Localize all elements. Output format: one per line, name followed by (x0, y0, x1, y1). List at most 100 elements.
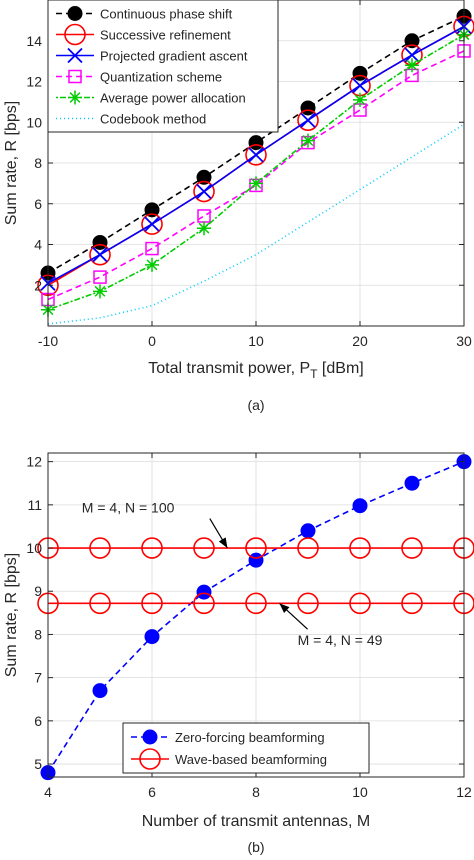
legend-item: Successive refinement (56, 23, 231, 46)
data-point (144, 629, 160, 645)
data-point (349, 592, 371, 615)
y-tick-label: 2 (34, 277, 42, 293)
data-point (248, 147, 264, 163)
x-tick-label: 10 (352, 784, 368, 800)
data-point (301, 133, 315, 148)
data-point (248, 135, 264, 151)
legend-item: Codebook method (56, 112, 206, 127)
data-point (93, 270, 107, 284)
data-point (401, 592, 423, 615)
data-point (92, 234, 108, 250)
data-point (300, 523, 316, 539)
y-tick-label: 6 (34, 713, 42, 729)
legend-label: Continuous phase shift (100, 7, 233, 22)
y-tick-label: 12 (26, 74, 42, 90)
data-point (196, 584, 212, 600)
data-point (89, 592, 111, 615)
data-point (297, 537, 319, 559)
legend-a: Continuous phase shift Successive refinem… (47, 0, 279, 133)
legend-label: Quantization scheme (100, 70, 222, 85)
y-axis-label-b: Sum rate, R [bps] (3, 553, 20, 678)
x-tick-label: 4 (44, 784, 52, 800)
x-tick-label: 6 (148, 784, 156, 800)
data-point (193, 180, 215, 203)
data-point (404, 47, 420, 63)
legend-box (122, 722, 370, 774)
data-point (401, 537, 423, 559)
legend-swatch-marker (68, 90, 82, 105)
data-point (300, 112, 316, 128)
legend-label: Wave-based beamforming (175, 752, 327, 767)
x-tick-label: 8 (252, 784, 260, 800)
annotation-arrow-head (218, 537, 228, 549)
data-point (196, 169, 212, 185)
series-projected-gradient-ascent (40, 18, 472, 291)
data-point (300, 100, 316, 116)
data-point (404, 33, 420, 49)
y-tick-label: 10 (26, 540, 42, 556)
data-point (404, 475, 420, 491)
data-point (144, 216, 160, 232)
data-point (349, 537, 371, 559)
legend-label: Projected gradient ascent (100, 49, 248, 64)
legend-swatch-marker (67, 6, 83, 21)
series-group-b (37, 454, 474, 781)
data-point (352, 65, 368, 81)
annotation-arrow-head (279, 603, 290, 614)
data-point (297, 592, 319, 615)
y-tick-label: 6 (34, 196, 42, 212)
y-tick-label: 4 (34, 237, 42, 253)
legend-swatch-marker (67, 47, 83, 64)
data-point (249, 176, 263, 191)
data-point (93, 284, 107, 299)
legend-item: Quantization scheme (56, 70, 222, 85)
x-axis-label-b: Number of transmit antennas, M (142, 813, 371, 830)
legend-box (47, 0, 279, 133)
y-tick-label: 14 (26, 33, 42, 49)
legend-label: Average power allocation (100, 91, 246, 106)
y-tick-label: 5 (34, 756, 42, 772)
series-wave-based-beamforming (37, 537, 474, 559)
x-tick-label: 0 (148, 333, 156, 349)
data-point (141, 592, 163, 615)
y-tick-label: 7 (34, 670, 42, 686)
data-point (248, 552, 264, 568)
data-point (141, 537, 163, 559)
annotations-b: M = 4, N = 100 M = 4, N = 49 (82, 500, 383, 649)
x-tick-label: -10 (38, 333, 58, 349)
y-tick-label: 9 (34, 583, 42, 599)
x-axis-label-a: Total transmit power, PT [dBm] (148, 360, 363, 381)
legend-swatch-marker (68, 69, 82, 84)
series-group-a (37, 8, 474, 325)
legend-item: Average power allocation (56, 90, 246, 106)
data-point (193, 592, 215, 615)
ticks-b: 4 6 8 10 12 5 6 7 8 9 10 11 12 (26, 453, 472, 800)
data-point (297, 109, 319, 132)
data-point (89, 537, 111, 559)
data-point (196, 183, 212, 200)
annotation-label: M = 4, N = 49 (298, 632, 383, 648)
legend-label: Zero-forcing beamforming (175, 730, 325, 745)
data-point (245, 537, 267, 559)
data-point (405, 58, 419, 73)
legend-swatch-marker (64, 23, 86, 46)
legend-item: Projected gradient ascent (56, 47, 248, 64)
legend-item: Wave-based beamforming (131, 748, 327, 770)
x-tick-label: 10 (248, 333, 264, 349)
x-tick-label: 12 (456, 784, 472, 800)
data-point (352, 498, 368, 514)
data-point (89, 243, 111, 266)
legend-b: Zero-forcing beamforming Wave-based beamf… (122, 722, 370, 774)
data-point (144, 202, 160, 218)
ticks-a: -10 0 10 20 30 2 4 6 8 10 12 14 (26, 0, 472, 349)
data-point (197, 221, 211, 236)
data-point (92, 247, 108, 263)
x-axis-label-sub-a: T (310, 367, 318, 381)
y-tick-label: 12 (26, 454, 42, 470)
y-tick-label: 10 (26, 114, 42, 130)
annotation-label: M = 4, N = 100 (82, 500, 175, 516)
legend-item: Zero-forcing beamforming (131, 729, 325, 745)
chart-a: -10 0 10 20 30 2 4 6 8 10 12 14 Continuous phase sh… (3, 0, 474, 413)
y-axis-label-a: Sum rate, R [bps] (3, 101, 20, 226)
